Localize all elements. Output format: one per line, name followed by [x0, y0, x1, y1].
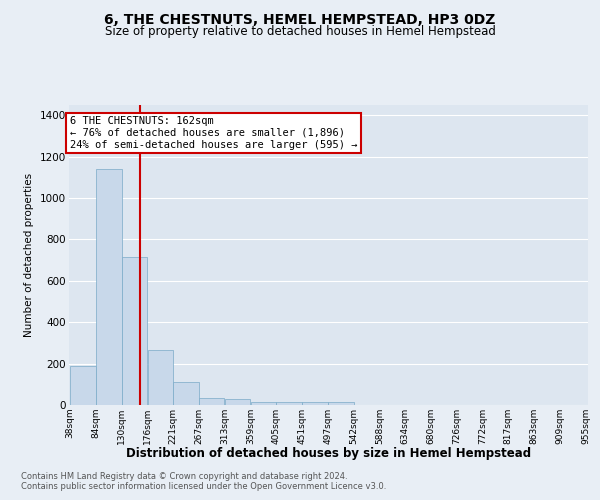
Text: Contains HM Land Registry data © Crown copyright and database right 2024.: Contains HM Land Registry data © Crown c…	[21, 472, 347, 481]
Text: Contains public sector information licensed under the Open Government Licence v3: Contains public sector information licen…	[21, 482, 386, 491]
Bar	[251, 402, 276, 405]
Bar	[199, 398, 224, 405]
Bar	[328, 402, 354, 405]
Text: Distribution of detached houses by size in Hemel Hempstead: Distribution of detached houses by size …	[126, 448, 532, 460]
Text: 6, THE CHESTNUTS, HEMEL HEMPSTEAD, HP3 0DZ: 6, THE CHESTNUTS, HEMEL HEMPSTEAD, HP3 0…	[104, 12, 496, 26]
Text: 6 THE CHESTNUTS: 162sqm
← 76% of detached houses are smaller (1,896)
24% of semi: 6 THE CHESTNUTS: 162sqm ← 76% of detache…	[70, 116, 357, 150]
Bar	[70, 366, 96, 405]
Bar	[225, 399, 250, 405]
Bar	[148, 350, 173, 405]
Y-axis label: Number of detached properties: Number of detached properties	[25, 173, 34, 337]
Bar	[96, 169, 122, 405]
Text: Size of property relative to detached houses in Hemel Hempstead: Size of property relative to detached ho…	[104, 25, 496, 38]
Bar	[277, 402, 302, 405]
Bar	[122, 257, 148, 405]
Bar	[302, 402, 328, 405]
Bar	[173, 382, 199, 405]
